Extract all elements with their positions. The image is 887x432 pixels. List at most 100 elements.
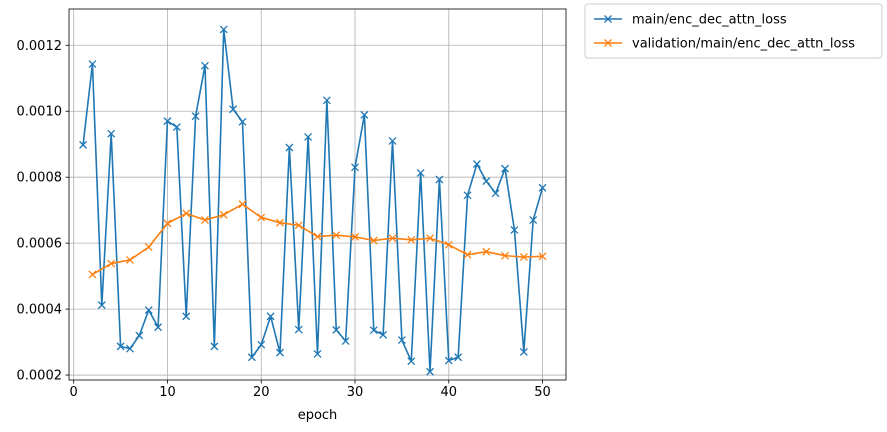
data-point-validation xyxy=(88,270,97,279)
data-point-validation xyxy=(257,213,266,222)
data-point-train xyxy=(529,216,538,225)
legend: main/enc_dec_attn_loss validation/main/en… xyxy=(584,3,883,59)
data-point-validation xyxy=(144,243,153,252)
data-point-train xyxy=(407,357,416,366)
data-point-validation xyxy=(444,240,453,249)
plot-series xyxy=(79,25,547,376)
data-point-train xyxy=(444,356,453,365)
data-point-train xyxy=(285,143,294,152)
y-tick-label: 0.0002 xyxy=(17,369,63,384)
data-point-validation xyxy=(426,234,434,243)
series-line-validation xyxy=(92,203,543,276)
data-point-train xyxy=(210,342,219,351)
legend-label-validation: validation/main/enc_dec_attn_loss xyxy=(632,37,855,52)
data-point-train xyxy=(538,183,547,192)
data-point-train xyxy=(416,168,425,177)
data-point-train xyxy=(97,301,106,310)
x-tick-label: 0 xyxy=(70,385,78,400)
data-point-train xyxy=(219,25,228,34)
data-point-train xyxy=(144,306,153,315)
x-tick-label: 50 xyxy=(534,385,551,400)
data-point-train xyxy=(304,132,313,141)
series-train xyxy=(79,25,547,376)
data-point-train xyxy=(463,191,472,200)
data-point-train xyxy=(266,312,275,321)
data-point-train xyxy=(332,325,341,334)
data-point-train xyxy=(238,117,247,126)
data-point-train xyxy=(360,110,369,119)
data-point-train xyxy=(426,367,434,376)
series-validation xyxy=(88,200,547,279)
data-point-train xyxy=(510,225,519,234)
data-point-train xyxy=(369,326,378,335)
data-point-validation xyxy=(463,250,472,259)
data-point-train xyxy=(454,353,463,362)
data-point-train xyxy=(341,337,350,346)
data-point-validation xyxy=(538,252,547,261)
y-tick-label: 0.0008 xyxy=(17,171,63,186)
data-point-train xyxy=(163,117,172,126)
legend-marker-train xyxy=(604,15,612,23)
y-tick-label: 0.0012 xyxy=(17,39,63,54)
data-point-train xyxy=(322,96,331,105)
axis-ticks: 0 10 20 30 40 50 0.0002 0.0004 0.0006 0.0008 0.001… xyxy=(17,39,551,400)
data-point-train xyxy=(79,140,88,149)
y-tick-label: 0.0004 xyxy=(17,303,63,318)
legend-box xyxy=(584,3,883,59)
data-point-validation xyxy=(294,221,303,230)
data-point-train xyxy=(351,163,359,172)
series-line-train xyxy=(82,28,544,373)
y-tick-label: 0.0010 xyxy=(17,105,63,120)
data-point-train xyxy=(388,136,397,145)
data-point-train xyxy=(491,189,500,198)
data-point-train xyxy=(397,336,406,345)
data-point-validation xyxy=(276,218,284,227)
data-point-validation xyxy=(388,234,397,243)
data-point-train xyxy=(107,129,116,138)
x-tick-label: 40 xyxy=(441,385,458,400)
data-point-validation xyxy=(238,200,247,209)
data-point-train xyxy=(482,177,491,186)
data-point-validation xyxy=(219,210,228,219)
data-point-train xyxy=(379,330,388,339)
grid xyxy=(69,9,566,380)
data-point-train xyxy=(519,348,528,356)
data-point-train xyxy=(294,325,303,334)
legend-marker-validation xyxy=(604,39,612,47)
data-point-train xyxy=(472,160,481,168)
data-point-validation xyxy=(163,219,172,228)
data-point-validation xyxy=(407,235,416,244)
data-point-validation xyxy=(482,247,491,256)
plot-frame xyxy=(68,8,567,381)
data-point-validation xyxy=(125,256,134,264)
x-tick-label: 10 xyxy=(159,385,176,400)
data-point-validation xyxy=(107,259,116,268)
data-point-train xyxy=(88,60,97,69)
x-tick-label: 30 xyxy=(347,385,364,400)
data-point-validation xyxy=(332,231,341,240)
data-point-train xyxy=(257,340,266,349)
data-point-validation xyxy=(201,216,209,225)
data-point-train xyxy=(182,312,191,321)
data-point-validation xyxy=(313,232,322,241)
legend-label-train: main/enc_dec_attn_loss xyxy=(632,13,787,28)
data-point-train xyxy=(135,331,144,340)
data-point-train xyxy=(435,175,444,184)
data-point-validation xyxy=(369,236,378,245)
data-point-train xyxy=(501,164,510,173)
data-point-train xyxy=(191,112,200,121)
data-point-train xyxy=(172,123,181,132)
data-point-train xyxy=(116,342,125,351)
data-point-train xyxy=(229,105,238,114)
data-point-validation xyxy=(501,251,510,260)
data-point-validation xyxy=(182,209,191,218)
x-axis-label: epoch xyxy=(298,408,338,423)
data-point-train xyxy=(313,349,322,358)
y-tick-label: 0.0006 xyxy=(17,237,63,252)
x-tick-label: 20 xyxy=(253,385,270,400)
data-point-train xyxy=(125,344,134,353)
data-point-train xyxy=(154,323,163,332)
data-point-train xyxy=(276,348,284,357)
data-point-validation xyxy=(519,253,528,261)
